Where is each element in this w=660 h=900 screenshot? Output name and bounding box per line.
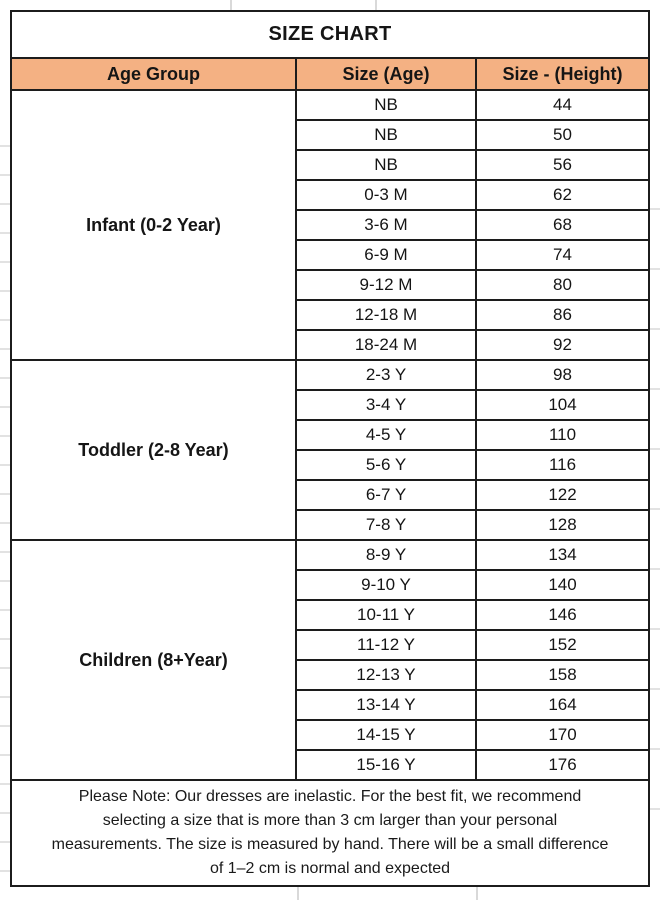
size-age-cell: 15-16 Y [295,749,477,781]
size-height-cell: 98 [474,359,651,391]
col-header-age-group: Age Group [10,57,297,91]
table-row: 6-7 Y 122 [11,479,651,511]
note-cell: Please Note: Our dresses are inelastic. … [9,779,651,887]
gridline-stub-strip [0,118,10,878]
table-row: 15-16 Y 176 [11,749,651,781]
table-row: 13-14 Y 164 [11,689,651,721]
size-age-cell: 14-15 Y [295,719,477,751]
note-text: Please Note: Our dresses are inelastic. … [51,788,609,877]
table-row: 3-6 M 68 [11,209,651,241]
table-row: 14-15 Y 170 [11,719,651,751]
size-age-cell: 6-7 Y [295,479,477,511]
size-height-cell: 110 [474,419,651,451]
table-row: Infant (0-2 Year) NB 44 [10,89,651,361]
table-row: 6-9 M 74 [11,239,651,271]
gridline-stub [375,0,377,10]
title-row: SIZE CHART [9,10,651,59]
table-row: Children (8+Year) 8-9 Y 134 [10,539,651,781]
size-table-body: Infant (0-2 Year) NB 44 NB 50 NB 56 0-3 M 62 3-6 … [10,89,651,781]
size-height-cell: 86 [474,299,651,331]
size-age-cell: 9-12 M [295,269,477,301]
size-height-cell: 128 [474,509,651,541]
size-age-cell: 10-11 Y [295,599,477,631]
size-height-cell: 152 [474,629,651,661]
table-row: NB 56 [11,149,651,181]
gridline-stub-strip [649,150,660,850]
size-age-cell: 12-18 M [295,299,477,331]
size-height-cell: 140 [474,569,651,601]
size-height-cell: 134 [474,539,651,571]
age-group-cell: Toddler (2-8 Year) [10,359,297,541]
size-age-cell: 11-12 Y [295,629,477,661]
size-height-cell: 176 [474,749,651,781]
size-height-cell: 56 [474,149,651,181]
size-height-cell: 74 [474,239,651,271]
size-age-cell: 9-10 Y [295,569,477,601]
size-height-cell: 50 [474,119,651,151]
size-height-cell: 122 [474,479,651,511]
size-age-cell: NB [295,89,477,121]
size-height-cell: 44 [474,89,651,121]
table-row: 7-8 Y 128 [11,509,651,541]
table-row: 12-13 Y 158 [11,659,651,691]
table-row: 12-18 M 86 [11,299,651,331]
size-age-cell: 6-9 M [295,239,477,271]
table-row: 10-11 Y 146 [11,599,651,631]
table-row: 11-12 Y 152 [11,629,651,661]
size-height-cell: 146 [474,599,651,631]
age-group-cell: Infant (0-2 Year) [10,89,297,361]
size-age-cell: NB [295,149,477,181]
header-row: Age Group Size (Age) Size - (Height) [10,57,651,91]
gridline-stub [230,0,232,10]
note-row: Please Note: Our dresses are inelastic. … [9,779,651,887]
size-chart-table: SIZE CHART Age Group Size (Age) Size - (… [9,10,651,887]
chart-title: SIZE CHART [9,10,651,59]
col-header-size-height: Size - (Height) [474,57,651,91]
size-age-cell: 8-9 Y [295,539,477,571]
table-row: 4-5 Y 110 [11,419,651,451]
table-row: NB 50 [11,119,651,151]
size-height-cell: 62 [474,179,651,211]
table-row: 9-12 M 80 [11,269,651,301]
size-height-cell: 116 [474,449,651,481]
table-row: 18-24 M 92 [11,329,651,361]
size-height-cell: 104 [474,389,651,421]
table-row: 5-6 Y 116 [11,449,651,481]
size-height-cell: 68 [474,209,651,241]
size-age-cell: 4-5 Y [295,419,477,451]
size-age-cell: 12-13 Y [295,659,477,691]
table-row: 0-3 M 62 [11,179,651,211]
table-row: 3-4 Y 104 [11,389,651,421]
size-age-cell: 2-3 Y [295,359,477,391]
size-height-cell: 158 [474,659,651,691]
size-age-cell: 13-14 Y [295,689,477,721]
gridline-stub [297,884,299,900]
gridline-stub [476,884,478,900]
size-age-cell: 7-8 Y [295,509,477,541]
size-height-cell: 80 [474,269,651,301]
table-row: Toddler (2-8 Year) 2-3 Y 98 [10,359,651,541]
size-age-cell: 5-6 Y [295,449,477,481]
size-age-cell: 18-24 M [295,329,477,361]
age-group-cell: Children (8+Year) [10,539,297,781]
size-height-cell: 170 [474,719,651,751]
table-row: 9-10 Y 140 [11,569,651,601]
size-age-cell: 0-3 M [295,179,477,211]
size-height-cell: 164 [474,689,651,721]
size-height-cell: 92 [474,329,651,361]
size-age-cell: 3-4 Y [295,389,477,421]
size-age-cell: NB [295,119,477,151]
col-header-size-age: Size (Age) [295,57,477,91]
size-age-cell: 3-6 M [295,209,477,241]
